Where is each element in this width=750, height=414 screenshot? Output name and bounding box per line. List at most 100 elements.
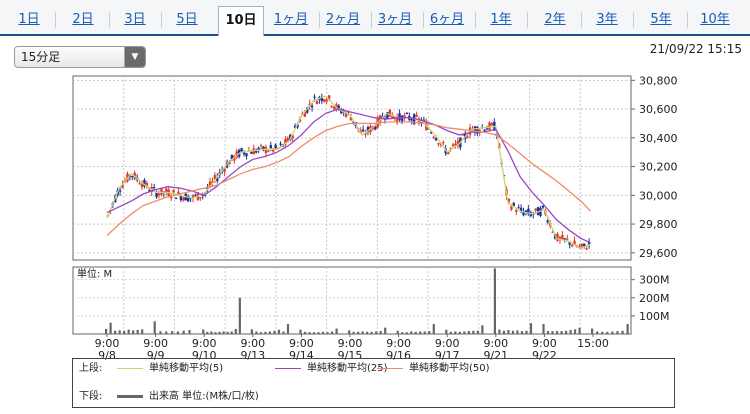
volume-bar [601, 331, 604, 334]
candle-body [140, 183, 144, 188]
candle-body [340, 111, 343, 114]
volume-bar [578, 327, 581, 334]
candle-body [451, 144, 455, 146]
candle-body [252, 148, 255, 155]
price-tick-label: 29,800 [639, 218, 678, 231]
candle-body [415, 114, 418, 117]
volume-bar [472, 330, 475, 334]
candle-body [517, 207, 520, 209]
volume-bar [114, 330, 117, 334]
volume-bar [330, 331, 334, 334]
tab-1[interactable]: 2日 [72, 12, 94, 27]
tab-9[interactable]: 1年 [490, 12, 512, 27]
candle-body [583, 243, 586, 246]
x-tick-time: 9:00 [192, 337, 217, 350]
tab-separator [527, 12, 528, 28]
candle-body [446, 151, 450, 155]
candle-body [456, 140, 460, 146]
tab-10[interactable]: 2年 [544, 12, 566, 27]
x-tick-time: 9:00 [240, 337, 265, 350]
volume-tick-label: 200M [639, 292, 670, 305]
candle-body [186, 196, 190, 202]
period-tabs: 1日 2日 3日 5日 10日 1ヶ月 2ヶ月 3ヶ月 6ヶ月 1年 2年 3年 5年 10年 [0, 0, 750, 36]
legend-volume-label: 出来高 単位:(M株/口/枚) [149, 391, 259, 402]
volume-bar [454, 331, 457, 334]
tab-8[interactable]: 6ヶ月 [429, 12, 465, 27]
interval-select[interactable]: 15分足 ▼ [14, 46, 146, 68]
volume-bar [127, 329, 130, 334]
volume-bar [401, 332, 404, 334]
candle-body [527, 208, 530, 215]
candle-body [546, 219, 550, 223]
legend-volume: 出来高 単位:(M株/口/枚) [117, 390, 259, 404]
volume-bar [352, 331, 355, 334]
volume-bar [591, 328, 594, 334]
candle-body [315, 101, 319, 105]
tab-2[interactable]: 3日 [124, 12, 146, 27]
volume-bar [222, 331, 225, 334]
ma5-line [106, 95, 591, 250]
volume-bar [458, 331, 461, 334]
candle-body [534, 208, 537, 211]
candle-body [155, 191, 158, 198]
legend-lower-label: 下段: [79, 391, 103, 402]
candle-body [512, 202, 515, 206]
tab-separator [581, 12, 582, 28]
tab-0[interactable]: 1日 [18, 12, 40, 27]
tab-11[interactable]: 3年 [596, 12, 618, 27]
volume-bar [182, 330, 185, 334]
candle-body [152, 187, 156, 189]
candle-body [437, 143, 440, 145]
volume-bar [326, 332, 329, 334]
candle-body [337, 105, 341, 108]
tab-3[interactable]: 5日 [176, 12, 198, 27]
price-tick-label: 30,200 [639, 161, 678, 174]
candle-body [177, 191, 180, 195]
volume-bar [445, 329, 448, 334]
volume-bar [299, 329, 302, 334]
chevron-down-icon[interactable]: ▼ [124, 47, 145, 67]
candle-body [485, 128, 489, 130]
candle-body [570, 244, 574, 247]
volume-bar [379, 331, 382, 334]
candle-body [585, 248, 588, 250]
candle-body [267, 150, 270, 152]
candle-body [364, 133, 367, 135]
tab-7[interactable]: 3ヶ月 [377, 12, 413, 27]
x-tick-time: 9:00 [95, 337, 120, 350]
volume-bar [467, 331, 470, 334]
candle-body [303, 111, 307, 117]
candle-body [483, 129, 486, 132]
volume-bar [370, 331, 373, 334]
price-tick-label: 30,800 [639, 74, 678, 87]
tab-5[interactable]: 1ヶ月 [273, 12, 309, 27]
candle-body [320, 96, 324, 102]
volume-bar [396, 330, 399, 334]
ma50-line [106, 121, 592, 237]
volume-bar [423, 331, 426, 334]
volume-bar [268, 331, 272, 334]
volume-bar [171, 331, 174, 334]
candle-body [157, 193, 161, 196]
candle-body [313, 96, 316, 98]
candle-body [131, 176, 134, 178]
volume-bar [214, 332, 217, 334]
x-tick-time: 9:00 [338, 337, 363, 350]
candle-body [240, 148, 243, 152]
candle-body [400, 115, 404, 123]
tab-13[interactable]: 10年 [700, 12, 730, 27]
tab-12[interactable]: 5年 [650, 12, 672, 27]
tab-6[interactable]: 2ヶ月 [325, 12, 361, 27]
candle-body [391, 114, 394, 119]
volume-bar [153, 321, 156, 334]
volume-bar [414, 331, 417, 334]
tab-separator [109, 12, 110, 28]
tab-4[interactable]: 10日 [218, 6, 264, 36]
candle-body [172, 190, 175, 193]
candle-body [269, 145, 272, 149]
volume-bar [238, 297, 241, 334]
volume-bar [529, 323, 533, 334]
candle-body [429, 132, 433, 134]
candle-body [191, 195, 195, 199]
